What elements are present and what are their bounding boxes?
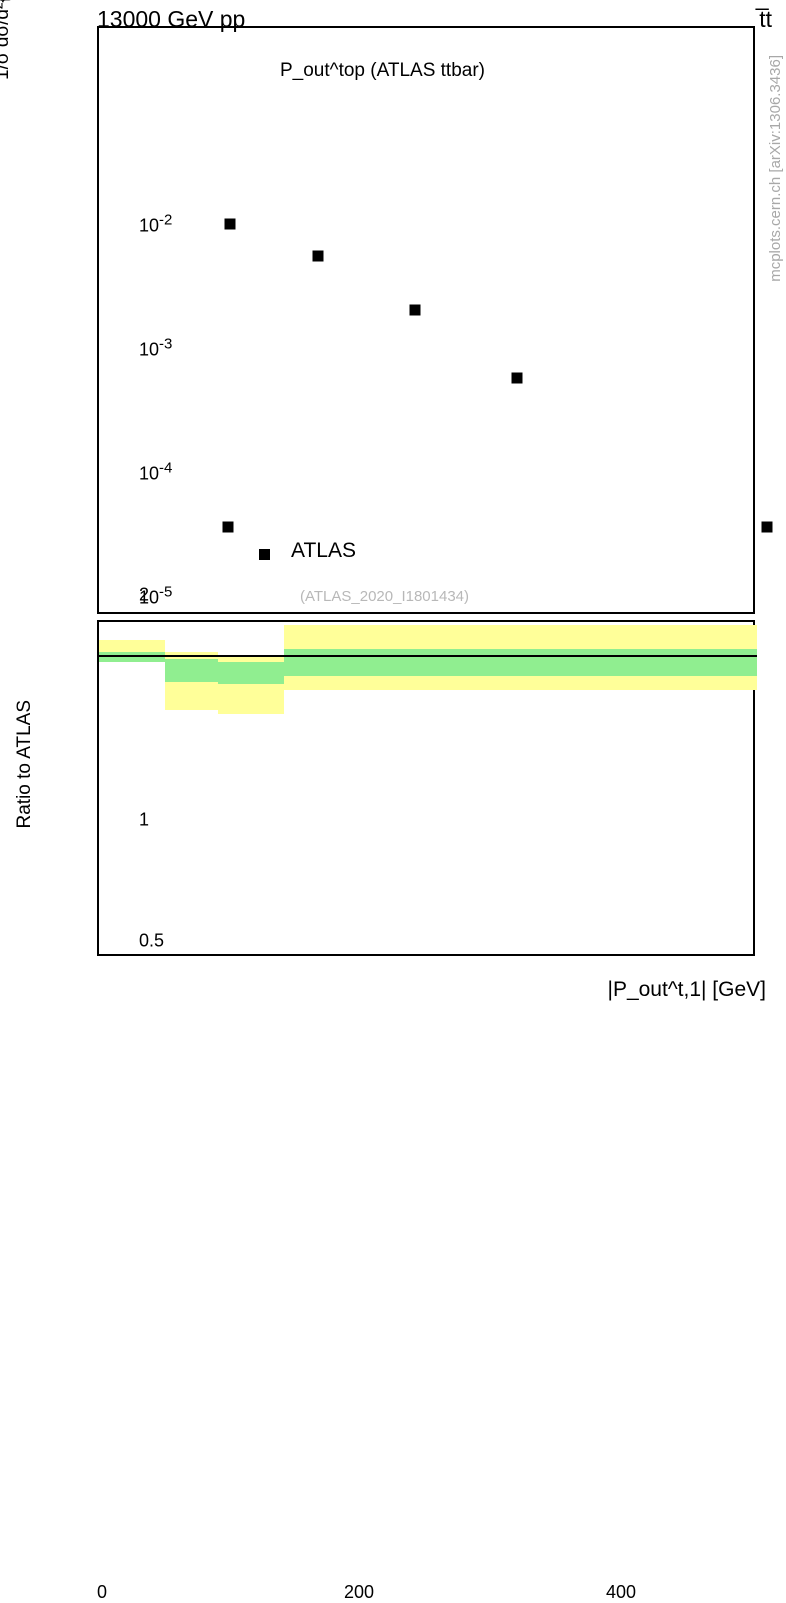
ratio-y-tick-label: 2 <box>139 585 149 606</box>
plot-root: 13000 GeV pp t̅t P_out^top (ATLAS ttbar)… <box>0 0 786 1024</box>
y-tick-label: 10-4 <box>139 460 172 485</box>
ratio-chart-frame: 2 1 0.5 2 1 0.5 0 200 400 <box>97 620 755 956</box>
ratio-x-tick-label: 0 <box>97 1582 107 1603</box>
top-title-right: t̅t <box>759 6 772 33</box>
ratio-y-axis-label: Ratio to ATLAS <box>14 700 36 829</box>
data-point[interactable] <box>762 522 773 533</box>
y-tick-label: 10-3 <box>139 336 172 361</box>
ratio-bands-svg <box>99 622 757 958</box>
legend-marker-atlas[interactable] <box>259 549 270 560</box>
data-point[interactable] <box>512 373 523 384</box>
main-chart-frame: 10-2 10-3 10-4 10-5 ATLAS <box>97 26 755 614</box>
data-point[interactable] <box>410 305 421 316</box>
data-point[interactable] <box>225 219 236 230</box>
ratio-y-tick-label: 1 <box>139 810 149 831</box>
ratio-x-tick-label: 200 <box>344 1582 374 1603</box>
data-point[interactable] <box>313 251 324 262</box>
x-axis-label: |P_out^t,1| [GeV] <box>607 978 766 1002</box>
data-point-atlas-legend-dup[interactable] <box>223 522 234 533</box>
legend-label-atlas: ATLAS <box>291 539 356 563</box>
ratio-x-tick-label: 400 <box>606 1582 636 1603</box>
arxiv-reference-label: mcplots.cern.ch [arXiv:1306.3436] <box>767 55 784 282</box>
ratio-y-tick-label: 0.5 <box>139 931 164 952</box>
y-tick-label: 10-2 <box>139 212 172 237</box>
